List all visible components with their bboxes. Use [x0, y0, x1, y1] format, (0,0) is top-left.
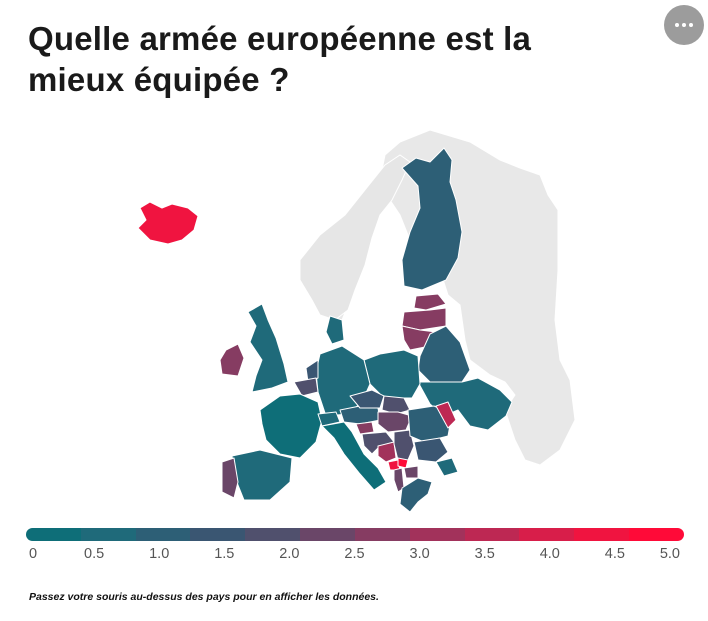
- legend-swatch: [190, 528, 246, 541]
- country[interactable]: [397, 457, 409, 469]
- legend-tick-label: 3.5: [474, 546, 495, 562]
- country[interactable]: [317, 411, 341, 427]
- country-shapes: [137, 147, 513, 513]
- more-options-button[interactable]: [664, 5, 704, 45]
- page-title: Quelle armée européenne est la mieux équ…: [28, 20, 532, 98]
- more-horizontal-icon: [675, 23, 693, 27]
- legend-tick-label: 1.0: [149, 546, 170, 562]
- scandinavia-background: [299, 154, 411, 321]
- color-scale-legend: [26, 528, 684, 541]
- country[interactable]: [435, 457, 459, 477]
- country[interactable]: [247, 303, 289, 393]
- country[interactable]: [137, 201, 199, 245]
- country[interactable]: [377, 411, 413, 433]
- country[interactable]: [355, 421, 375, 435]
- hover-instruction-note: Passez votre souris au-dessus des pays p…: [29, 591, 379, 603]
- country[interactable]: [435, 401, 457, 429]
- country[interactable]: [413, 437, 449, 463]
- country[interactable]: [325, 315, 345, 345]
- country[interactable]: [413, 293, 447, 311]
- country[interactable]: [401, 147, 463, 291]
- legend-tick-label: 5.0: [659, 546, 680, 562]
- legend-tick-label: 1.5: [214, 546, 235, 562]
- country[interactable]: [259, 393, 323, 459]
- country[interactable]: [399, 477, 433, 513]
- country[interactable]: [231, 449, 293, 501]
- country[interactable]: [401, 307, 447, 331]
- legend-tick-label: 2.0: [279, 546, 300, 562]
- country[interactable]: [321, 421, 387, 491]
- legend-swatch: [26, 528, 81, 541]
- country[interactable]: [393, 467, 405, 493]
- country[interactable]: [305, 359, 319, 383]
- country[interactable]: [363, 349, 421, 399]
- country[interactable]: [339, 405, 381, 425]
- country[interactable]: [293, 377, 319, 397]
- country[interactable]: [377, 441, 397, 463]
- legend-tick-label: 0.5: [84, 546, 105, 562]
- legend-swatch: [354, 528, 410, 541]
- legend-swatch: [80, 528, 136, 541]
- country[interactable]: [219, 343, 245, 377]
- legend-tick-label: 3.0: [409, 546, 430, 562]
- legend-ticks: 0 0.5 1.0 1.5 2.0 2.5 3.0 3.5 4.0 4.5 5.0: [0, 546, 708, 564]
- legend-swatch: [245, 528, 301, 541]
- legend-tick-label: 2.5: [344, 546, 365, 562]
- legend-tick-label: 4.0: [539, 546, 560, 562]
- country[interactable]: [221, 457, 239, 499]
- legend-swatch: [300, 528, 355, 541]
- legend-swatch: [629, 528, 684, 541]
- legend-swatch: [464, 528, 520, 541]
- legend-swatch: [519, 528, 575, 541]
- legend-swatch: [409, 528, 465, 541]
- legend-swatch: [574, 528, 630, 541]
- europe-map: [137, 129, 576, 513]
- country[interactable]: [349, 389, 385, 409]
- legend-tick-label: 0: [29, 546, 38, 562]
- legend-tick-label: 4.5: [604, 546, 625, 562]
- country[interactable]: [381, 395, 411, 415]
- country[interactable]: [403, 465, 419, 479]
- legend-swatch: [135, 528, 191, 541]
